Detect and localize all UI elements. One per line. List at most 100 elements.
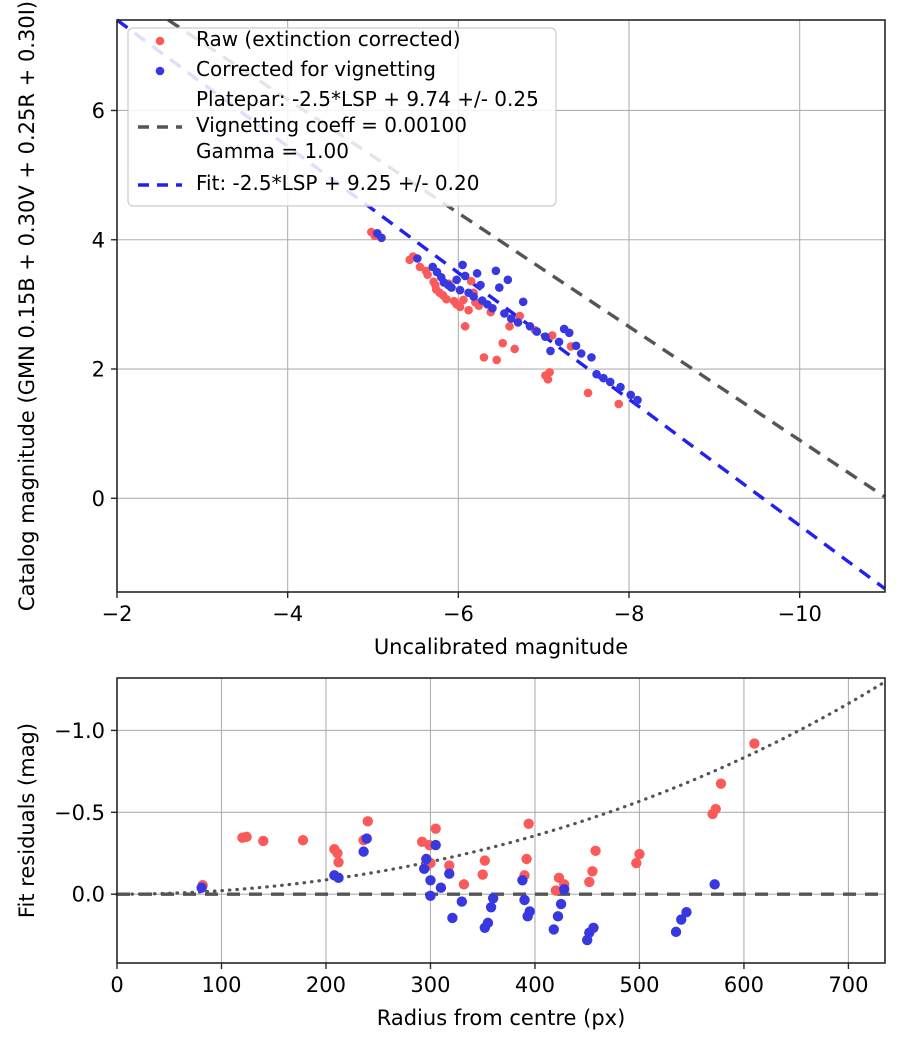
y-tick-label: 2 (92, 358, 105, 382)
data-point (676, 914, 687, 925)
legend-label: Fit: -2.5*LSP + 9.25 +/- 0.20 (196, 171, 479, 195)
data-point (614, 399, 624, 409)
y-tick-label: −0.5 (54, 801, 105, 825)
data-point (710, 803, 721, 815)
data-point (587, 866, 598, 877)
axes-frame (116, 19, 886, 593)
data-point (358, 846, 369, 857)
data-point (500, 309, 509, 318)
data-point (670, 926, 682, 938)
legend-label: Platepar: -2.5*LSP + 9.74 +/- 0.25 (196, 87, 539, 111)
data-point (523, 818, 534, 829)
data-point (554, 337, 564, 347)
data-point (513, 318, 523, 327)
data-point (460, 322, 470, 331)
data-point (419, 863, 430, 875)
data-point (447, 912, 458, 924)
data-point (605, 377, 615, 387)
data-point (571, 341, 581, 351)
data-point (361, 833, 372, 844)
legend-marker-dot (155, 66, 165, 76)
data-point (518, 297, 528, 307)
series-raw (197, 738, 760, 896)
data-point (492, 355, 502, 365)
data-point (715, 778, 727, 789)
data-point (466, 276, 476, 286)
legend-marker-dot (155, 36, 165, 46)
data-point (415, 262, 425, 272)
data-point (555, 898, 567, 910)
data-point (521, 853, 532, 865)
data-point (458, 260, 467, 270)
data-point (485, 902, 497, 913)
data-point (510, 344, 519, 354)
data-point (460, 271, 470, 281)
data-point (241, 831, 252, 843)
data-point (444, 868, 455, 879)
data-point (517, 875, 528, 886)
data-point (425, 890, 436, 902)
data-point (588, 922, 599, 933)
y-axis-title: Fit residuals (mag) (15, 723, 39, 918)
data-point (472, 269, 482, 278)
data-point (546, 346, 555, 356)
data-point (599, 373, 608, 383)
data-point (709, 879, 720, 890)
x-tick-label: 700 (828, 973, 868, 997)
data-point (464, 305, 473, 315)
series-corrected (196, 833, 720, 946)
x-tick-label: −10 (778, 602, 822, 626)
data-point (479, 353, 489, 362)
data-point (505, 322, 514, 331)
data-point (258, 835, 269, 847)
data-point (196, 882, 207, 893)
data-point (626, 390, 636, 400)
data-point (452, 275, 461, 285)
data-point (455, 302, 465, 312)
data-point (476, 280, 485, 290)
data-point (297, 834, 309, 846)
data-point (333, 872, 344, 884)
data-point (545, 367, 554, 377)
data-point (442, 294, 451, 304)
data-point (547, 331, 557, 340)
data-point (498, 338, 508, 348)
data-point (548, 924, 559, 935)
data-point (459, 295, 468, 305)
legend-label: Gamma = 1.00 (196, 139, 349, 163)
data-point (469, 292, 478, 301)
y-tick-label: −1.0 (54, 719, 105, 743)
data-point (430, 839, 441, 851)
x-tick-label: 0 (110, 973, 123, 997)
data-point (435, 882, 447, 893)
data-point (541, 332, 550, 342)
x-tick-label: 600 (724, 973, 764, 997)
data-point (681, 907, 692, 918)
data-point (583, 388, 593, 398)
data-point (421, 853, 432, 865)
data-point (616, 382, 625, 392)
data-point (332, 848, 343, 859)
data-point (576, 349, 586, 358)
series-corrected (372, 228, 642, 405)
data-point (506, 314, 516, 323)
data-point (503, 275, 513, 285)
data-point (519, 894, 530, 906)
x-tick-label: −4 (272, 602, 303, 626)
residuals-panel: 0 100 200 300 400 500 600 700 0.0 −0.5 −1.0 Radius … (15, 677, 886, 1030)
vignetting-curve (115, 682, 884, 896)
data-point (362, 816, 373, 827)
legend-label: Vignetting coeff = 0.00100 (196, 113, 467, 137)
data-point (633, 395, 642, 405)
data-point (487, 893, 499, 904)
x-tick-label: −2 (102, 602, 133, 626)
legend-label: Raw (extinction corrected) (196, 27, 461, 51)
data-point (552, 911, 564, 922)
data-point (333, 857, 344, 868)
data-point (525, 322, 535, 331)
data-point (592, 369, 601, 379)
x-axis-title: Radius from centre (px) (377, 1006, 626, 1030)
legend-box (127, 27, 557, 207)
